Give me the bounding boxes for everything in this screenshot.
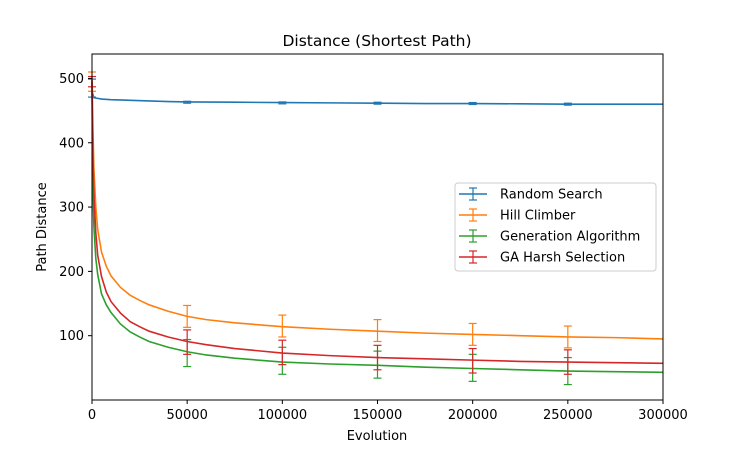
x-axis: 0 50000 100000 150000 200000 250000 300000 — [88, 400, 688, 423]
error-bar — [563, 325, 572, 349]
series-3 — [88, 75, 664, 375]
legend-label: Hill Climber — [500, 209, 576, 224]
legend-label: Random Search — [500, 188, 603, 203]
x-tick-label: 50000 — [166, 408, 207, 423]
error-bar — [563, 349, 572, 375]
legend-item: Generation Algorithm — [459, 229, 640, 245]
legend-label: GA Harsh Selection — [500, 251, 625, 266]
x-axis-label: Evolution — [347, 429, 408, 444]
legend-label: Generation Algorithm — [500, 230, 640, 245]
legend-box — [454, 182, 657, 272]
x-tick-label: 200000 — [448, 408, 498, 423]
legend: Random Search Hill Climber Generation Algo… — [454, 182, 657, 272]
y-tick-label: 500 — [59, 72, 84, 87]
series-line — [91, 79, 663, 105]
error-bar — [563, 102, 572, 106]
y-tick-label: 300 — [59, 201, 84, 216]
x-tick-label: 0 — [88, 408, 96, 423]
error-bar — [468, 322, 477, 346]
error-bar — [373, 101, 382, 105]
legend-item: Hill Climber — [459, 208, 576, 224]
y-tick-label: 200 — [59, 265, 84, 280]
error-bar — [278, 101, 287, 105]
series-layer — [88, 71, 664, 386]
error-bar — [373, 319, 382, 343]
x-tick-label: 250000 — [543, 408, 593, 423]
y-tick-label: 400 — [59, 136, 84, 151]
chart-title: Distance (Shortest Path) — [282, 32, 471, 50]
error-bar — [468, 347, 477, 374]
error-bar — [278, 339, 287, 366]
error-bar — [468, 101, 477, 106]
error-bar — [278, 314, 287, 338]
error-bar — [183, 329, 192, 355]
x-tick-label: 300000 — [638, 408, 688, 423]
series-0 — [88, 78, 663, 106]
x-tick-label: 150000 — [353, 408, 403, 423]
y-tick-label: 100 — [59, 329, 84, 344]
legend-item: GA Harsh Selection — [459, 250, 625, 266]
y-axis-label: Path Distance — [35, 182, 50, 272]
error-bar — [183, 100, 192, 104]
error-bar — [183, 304, 192, 328]
x-tick-label: 100000 — [258, 408, 308, 423]
error-bar — [373, 344, 382, 371]
y-axis: 100 200 300 400 500 — [59, 72, 92, 344]
legend-item: Random Search — [459, 187, 603, 203]
